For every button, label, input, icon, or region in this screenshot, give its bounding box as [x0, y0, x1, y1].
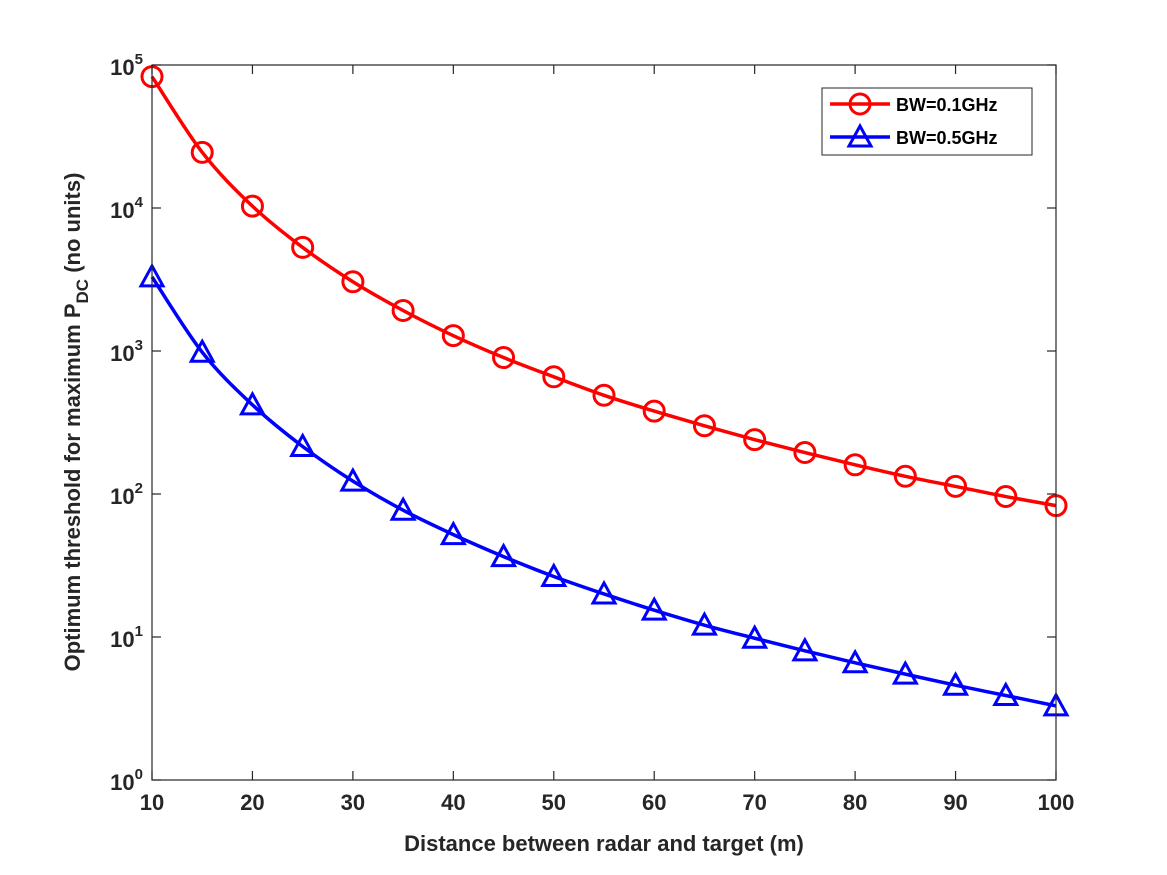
- data-point-triangle: [540, 562, 568, 587]
- y-tick-label: 102: [110, 480, 143, 509]
- data-point-triangle: [490, 542, 518, 568]
- data-point-triangle: [289, 432, 317, 457]
- data-point-triangle: [389, 496, 417, 521]
- y-tick-label: 101: [110, 623, 143, 652]
- legend-label-bw-0-5: BW=0.5GHz: [896, 128, 998, 148]
- data-point-circle: [441, 324, 465, 348]
- data-point-circle: [240, 194, 264, 218]
- x-tick-label: 20: [240, 790, 264, 815]
- y-tick-label-base: 10: [110, 627, 134, 652]
- data-point-triangle: [791, 636, 819, 662]
- data-point-triangle: [841, 648, 869, 674]
- data-point-triangle: [238, 390, 266, 416]
- x-tick-label: 50: [542, 790, 566, 815]
- y-tick-label-base: 10: [110, 198, 134, 223]
- data-point-triangle: [439, 520, 467, 546]
- series-line-bw-0-1: [150, 75, 1057, 508]
- x-tick-label: 100: [1038, 790, 1075, 815]
- data-point-circle: [391, 298, 415, 322]
- axes-layer: [151, 64, 1057, 781]
- y-tick-label-exponent: 0: [135, 766, 143, 783]
- data-point-triangle: [992, 681, 1020, 706]
- y-axis-title-suffix: (no units): [60, 173, 85, 273]
- data-point-triangle: [741, 624, 769, 649]
- y-tick-label-base: 10: [110, 484, 134, 509]
- x-tick-label: 30: [341, 790, 365, 815]
- y-tick-label-exponent: 4: [135, 194, 144, 211]
- data-point-circle: [692, 414, 716, 438]
- legend: BW=0.1GHz BW=0.5GHz: [821, 87, 1033, 156]
- data-point-circle: [793, 441, 817, 465]
- data-point-circle: [341, 270, 365, 294]
- data-point-circle: [642, 399, 666, 423]
- data-point-triangle: [590, 579, 618, 605]
- legend-marker-triangle: [846, 122, 874, 148]
- x-tick-label: 90: [943, 790, 967, 815]
- data-point-circle: [492, 346, 516, 370]
- x-tick-label: 60: [642, 790, 666, 815]
- y-axis-title-subscript: DC: [73, 279, 92, 304]
- data-point-circle: [291, 235, 315, 259]
- x-tick-label: 40: [441, 790, 465, 815]
- y-tick-label-base: 10: [110, 770, 134, 795]
- data-point-circle: [743, 428, 767, 452]
- y-axis-title: Optimum threshold for maximum PDC (no un…: [60, 173, 92, 672]
- data-point-triangle: [891, 660, 919, 685]
- y-tick-label-base: 10: [110, 55, 134, 80]
- y-tick-label: 105: [110, 51, 143, 80]
- x-axis-title: Distance between radar and target (m): [404, 831, 804, 856]
- y-tick-label: 103: [110, 337, 143, 366]
- data-point-circle: [190, 140, 214, 164]
- y-tick-label-exponent: 5: [135, 51, 143, 68]
- data-point-circle: [994, 485, 1018, 509]
- data-point-circle: [843, 453, 867, 477]
- data-point-triangle: [942, 671, 970, 696]
- y-tick-label-exponent: 1: [135, 623, 143, 640]
- plot-area: [152, 65, 1056, 780]
- legend-label-bw-0-1: BW=0.1GHz: [896, 95, 998, 115]
- legend-marker-circle: [848, 92, 872, 116]
- data-point-circle: [592, 383, 616, 407]
- data-point-circle: [542, 365, 566, 389]
- data-point-circle: [893, 464, 917, 488]
- series-layer: [138, 65, 1070, 717]
- legend-box: [821, 87, 1033, 156]
- data-point-triangle: [690, 611, 718, 636]
- x-tick-label: 10: [140, 790, 164, 815]
- x-tick-label: 70: [742, 790, 766, 815]
- y-tick-label-exponent: 2: [135, 480, 143, 497]
- data-point-triangle: [188, 338, 216, 363]
- y-tick-label: 100: [110, 766, 143, 795]
- axes-box: [151, 64, 1057, 781]
- y-tick-label-exponent: 3: [135, 337, 143, 354]
- data-point-circle: [944, 474, 968, 498]
- x-tick-label: 80: [843, 790, 867, 815]
- y-axis-title-main: Optimum threshold for maximum P: [60, 303, 85, 671]
- y-tick-label: 104: [110, 194, 143, 223]
- data-point-triangle: [339, 467, 367, 492]
- y-tick-label-base: 10: [110, 341, 134, 366]
- data-point-triangle: [640, 596, 668, 621]
